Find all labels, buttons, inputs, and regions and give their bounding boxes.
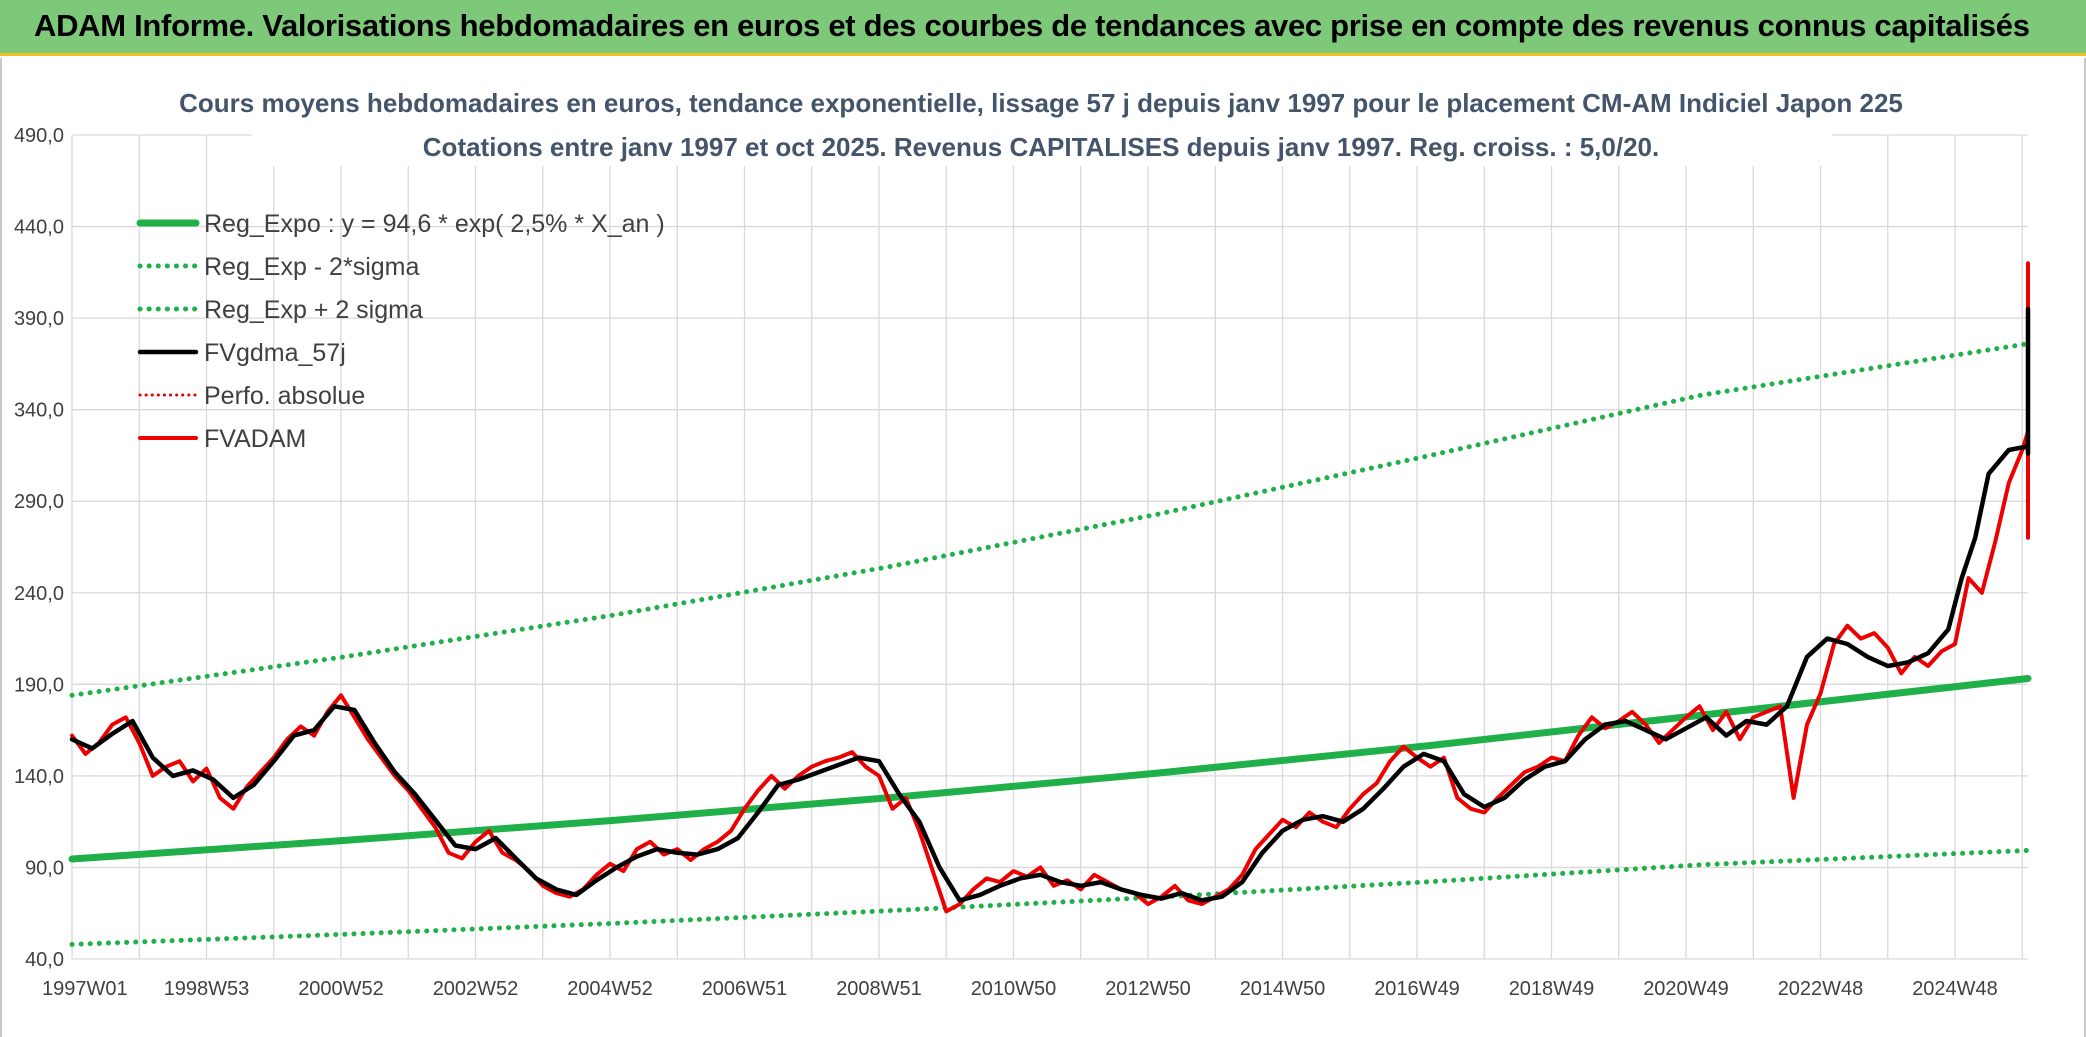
x-tick-label: 2004W52	[567, 978, 653, 1000]
series-fvadam	[70, 261, 2030, 914]
report-title: ADAM Informe. Valorisations hebdomadaire…	[34, 8, 2030, 43]
x-tick-label: 1998W53	[164, 978, 250, 1000]
x-tick-label: 2006W51	[702, 978, 788, 1000]
y-tick-label: 440,0	[14, 217, 64, 239]
legend: Reg_Expo : y = 94,6 * exp( 2,5% * X_an )…	[136, 210, 665, 453]
y-tick-label: 140,0	[14, 766, 64, 788]
x-tick-label: 2022W48	[1778, 978, 1864, 1000]
chart-title-line2: Cotations entre janv 1997 et oct 2025. R…	[423, 132, 1659, 162]
y-tick-label: 490,0	[14, 125, 64, 147]
legend-label-fvadam: FVADAM	[204, 425, 306, 453]
axis-layer: 40,0 90,0 140,0 190,0 240,0 290,0 340,0 390,0 44…	[14, 125, 1998, 1000]
x-tick-label: 2010W50	[971, 978, 1057, 1000]
grid-layer	[71, 134, 2028, 960]
y-tick-label: 90,0	[25, 857, 64, 879]
x-tick-label: 2008W51	[836, 978, 922, 1000]
x-tick-label: 2002W52	[433, 978, 519, 1000]
y-tick-label: 340,0	[14, 400, 64, 422]
weekly-valuation-chart: 40,0 90,0 140,0 190,0 240,0 290,0 340,0 390,0 44…	[14, 80, 2032, 1000]
y-tick-label: 190,0	[14, 674, 64, 696]
legend-label-perfo: Perfo. absolue	[204, 382, 365, 410]
x-tick-label: 2014W50	[1240, 978, 1326, 1000]
title-background	[252, 80, 1832, 166]
series-reg_expo	[68, 675, 2032, 863]
x-tick-label: 2024W48	[1912, 978, 1998, 1000]
x-tick-label: 2016W49	[1374, 978, 1460, 1000]
report-banner: ADAM Informe. Valorisations hebdomadaire…	[0, 0, 2086, 56]
x-tick-label: 1997W01	[42, 978, 128, 1000]
x-tick-label: 2012W50	[1105, 978, 1191, 1000]
series-reg_plus	[69, 341, 2031, 698]
legend-label-reg_plus: Reg_Exp + 2 sigma	[204, 296, 423, 324]
x-tick-label: 2000W52	[298, 978, 384, 1000]
y-tick-label: 240,0	[14, 583, 64, 605]
legend-label-fvgdma: FVgdma_57j	[204, 339, 346, 367]
series-layer	[68, 261, 2032, 947]
y-tick-label: 40,0	[25, 949, 64, 971]
y-tick-label: 390,0	[14, 308, 64, 330]
series-fvgdma	[69, 306, 2031, 903]
y-tick-label: 290,0	[14, 491, 64, 513]
legend-label-reg_minus: Reg_Exp - 2*sigma	[204, 253, 419, 281]
x-tick-label: 2020W49	[1643, 978, 1729, 1000]
x-tick-label: 2018W49	[1509, 978, 1595, 1000]
legend-label-reg_expo: Reg_Expo : y = 94,6 * exp( 2,5% * X_an )	[204, 210, 665, 238]
chart-frame: 40,0 90,0 140,0 190,0 240,0 290,0 340,0 390,0 44…	[0, 58, 2086, 1037]
series-reg_minus	[69, 847, 2031, 947]
chart-title-line1: Cours moyens hebdomadaires en euros, ten…	[179, 88, 1903, 118]
